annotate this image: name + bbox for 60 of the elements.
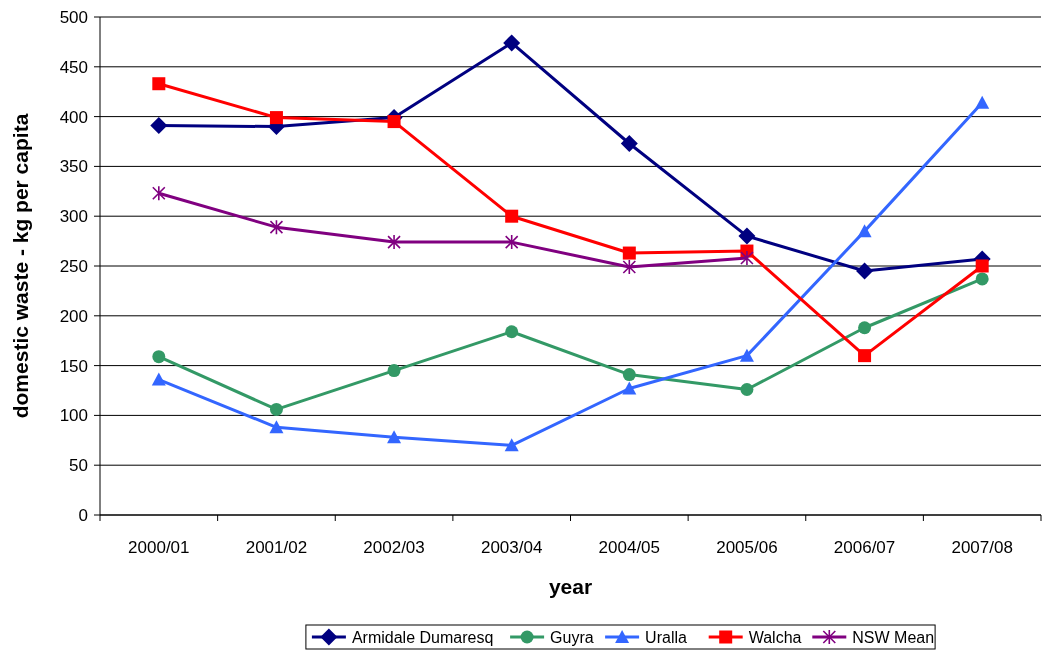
point [150,117,168,135]
legend-label: Walcha [748,628,802,646]
legend-label: Armidale Dumaresq [351,628,494,646]
point [269,219,284,235]
point [858,349,872,363]
point [740,383,754,396]
y-tick-label: 100 [59,406,88,426]
point [858,321,872,335]
point [856,262,874,280]
x-tick-label: 2006/07 [833,538,896,557]
point [739,348,754,362]
y-tick-label: 400 [59,107,88,127]
point [269,402,283,416]
y-tick-label: 300 [59,207,88,227]
x-tick-label: 2007/08 [951,538,1013,557]
y-tick-label: 250 [59,256,88,276]
x-tick-label: 2003/04 [480,538,543,557]
point [975,95,990,109]
legend-label: NSW Mean [852,628,935,646]
legend-label: Guyra [550,628,594,646]
point [387,364,401,378]
point [622,246,636,260]
point [620,134,638,152]
point [504,234,519,250]
point [505,325,519,339]
point [387,115,401,129]
point [269,420,284,434]
point [975,259,989,273]
y-tick-label: 350 [59,157,88,177]
y-tick-label: 50 [69,456,88,476]
x-tick-label: 2004/05 [598,538,661,557]
y-tick-label: 500 [59,7,88,27]
point [622,368,636,382]
point [387,234,401,250]
point [975,272,989,286]
y-tick-label: 200 [59,306,88,326]
x-axis-title: year [548,575,593,598]
x-tick-label: 2002/03 [363,538,425,557]
y-tick-label: 150 [59,356,88,376]
x-tick-label: 2001/02 [245,538,308,557]
point [503,34,521,52]
point [269,111,283,125]
point [504,438,519,452]
point [505,209,519,223]
point [387,430,402,444]
point [151,372,166,386]
y-axis-title: domestic waste - kg per capita [9,113,32,419]
x-tick-label: 2000/01 [128,538,190,557]
point [622,259,637,275]
point [152,77,166,91]
point [857,224,872,238]
point [740,250,754,266]
y-tick-label: 0 [78,505,88,525]
x-tick-label: 2005/06 [716,538,778,557]
point [152,350,166,364]
point [152,185,166,202]
point [738,227,756,245]
y-tick-label: 450 [59,57,88,77]
point [622,381,637,395]
legend-label: Uralla [645,628,687,646]
